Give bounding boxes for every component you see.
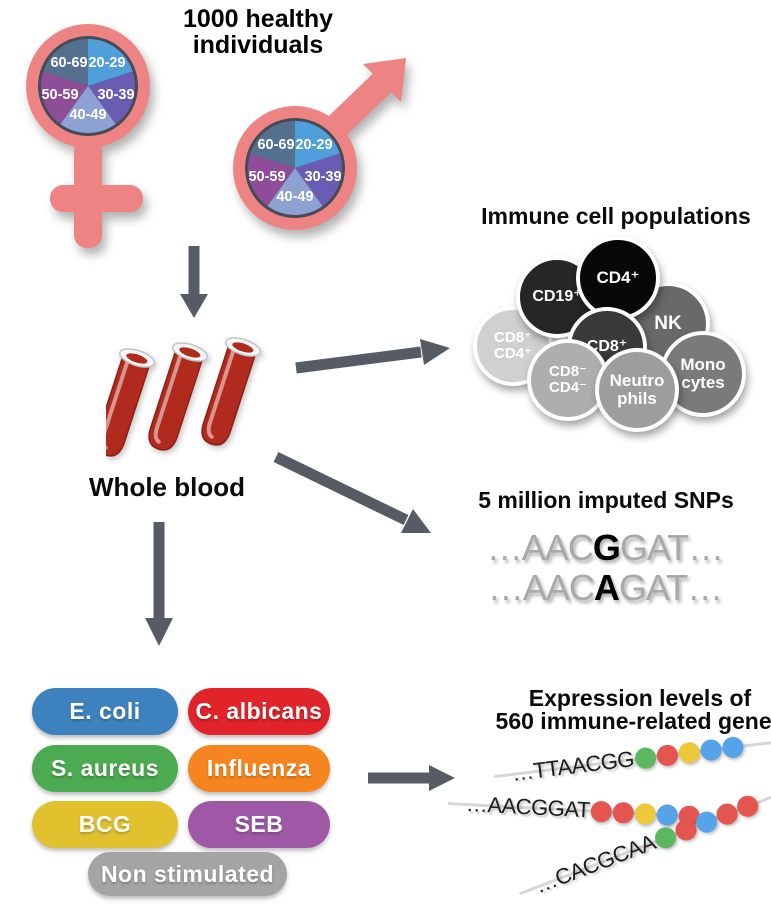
pie-slice-60-69 (250, 121, 295, 168)
female-symbol: 20-29 30-39 40-49 50-59 60-69 (26, 24, 150, 248)
age-label-60-69: 60-69 (50, 55, 87, 71)
gene-dot (634, 802, 657, 825)
gene-dot (612, 801, 635, 824)
cell-label: CD8⁻ (549, 363, 587, 381)
stimulus-label: SEB (234, 811, 284, 837)
gene-sequence: …CACGCAA (531, 829, 659, 899)
stimulus-label: Influenza (206, 755, 312, 781)
cell-label: Neutro (609, 370, 665, 390)
blood-tube (148, 342, 209, 451)
cell-label: CD8⁺ (494, 329, 532, 347)
snp-suffix: GAT… (619, 527, 724, 568)
male-symbol: 20-29 30-39 40-49 50-59 60-69 (233, 58, 406, 230)
cohort-title-line2: individuals (192, 31, 324, 59)
pie-slice-50-59 (41, 71, 88, 124)
cell-label: Mono (680, 354, 726, 374)
female-age-pie-chart: 20-29 30-39 40-49 50-59 60-69 (41, 39, 135, 133)
stimulus-pill-c-albicans: C. albicans (188, 688, 330, 735)
gene-dot (655, 743, 679, 767)
stimulus-pill-bcg: BCG (32, 801, 178, 848)
expression-title-line1: Expression levels of (528, 685, 752, 711)
stimulus-pill-e-coli: E. coli (32, 688, 178, 735)
snp-sequence-row-1: …AACGGAT… (445, 528, 765, 568)
snps-title: 5 million imputed SNPs (478, 487, 734, 513)
gene-dot (677, 740, 701, 764)
age-label-40-49: 40-49 (69, 107, 106, 123)
age-label-50-59: 50-59 (248, 169, 285, 185)
immune-cells-title: Immune cell populations (481, 203, 751, 229)
age-label-40-49: 40-49 (276, 189, 313, 205)
snp-sequence-row-2: …AACAGAT… (445, 568, 765, 608)
age-label-20-29: 20-29 (88, 55, 125, 71)
gene-dot (633, 745, 657, 770)
cell-circle-cd4: CD4⁺ (576, 236, 660, 320)
whole-blood-label: Whole blood (89, 472, 245, 502)
arrow-blood-to-cells-icon (295, 339, 450, 374)
age-label-30-39: 30-39 (304, 169, 341, 185)
gene-strand-1: …TTAACGG (494, 733, 771, 787)
blood-tubes (106, 337, 262, 457)
pie-slice-30-39 (295, 153, 342, 206)
snp-suffix: GAT… (618, 567, 723, 608)
snp-prefix: …AAC (486, 527, 594, 568)
snp-prefix: …AAC (487, 567, 595, 608)
pie-slice-20-29 (88, 39, 133, 86)
stimulus-label: E. coli (69, 698, 141, 724)
cell-label: phils (617, 389, 657, 408)
stimulus-pill-s-aureus: S. aureus (32, 745, 178, 792)
age-label-30-39: 30-39 (97, 87, 134, 103)
pie-slice-60-69 (43, 39, 88, 86)
age-label-60-69: 60-69 (257, 137, 294, 153)
cell-circle-neutrophils: Neutro phils (595, 348, 679, 432)
expression-title-line2: 560 immune-related genes (495, 708, 771, 734)
cohort-title: 1000 healthy individuals (168, 6, 348, 58)
cell-label: CD4⁺ (494, 345, 532, 362)
age-label-20-29: 20-29 (295, 137, 332, 153)
cohort-title-line1: 1000 healthy (182, 5, 334, 33)
expression-title: Expression levels of 560 immune-related … (480, 687, 771, 733)
stimulus-label: Non stimulated (100, 860, 275, 887)
arrow-blood-to-stimuli-icon (145, 522, 173, 646)
pie-slice-30-39 (88, 71, 135, 124)
pie-slice-50-59 (248, 153, 295, 206)
snp-allele: A (593, 567, 620, 608)
stimulus-label: S. aureus (50, 755, 160, 781)
cell-label: cytes (681, 373, 725, 392)
stimulus-pill-seb: SEB (188, 801, 330, 848)
cell-label: CD4⁻ (549, 379, 587, 396)
gene-dot (720, 735, 745, 759)
cell-label: NK (654, 312, 682, 334)
gene-sequence: …TTAACGG (510, 746, 636, 786)
snp-allele: G (592, 527, 621, 568)
stimulus-pill-non-stimulated: Non stimulated (88, 852, 287, 896)
stimulus-pill-influenza: Influenza (188, 745, 330, 792)
cell-label: CD4⁺ (596, 267, 640, 287)
arrow-stimuli-to-expression-icon (368, 765, 455, 791)
blood-tube (106, 348, 156, 457)
stimulus-label: C. albicans (195, 698, 323, 724)
pie-slice-40-49 (60, 86, 116, 133)
gene-dot (699, 737, 723, 762)
male-age-pie-chart: 20-29 30-39 40-49 50-59 60-69 (248, 121, 342, 215)
blood-tube (201, 337, 262, 446)
pie-slice-40-49 (267, 168, 323, 215)
gene-sequence: …AACGGAT (465, 791, 591, 823)
gene-dot (590, 800, 613, 823)
stimulus-label: BCG (78, 811, 132, 837)
age-label-50-59: 50-59 (41, 87, 78, 103)
arrow-blood-to-snps-icon (273, 452, 431, 533)
cell-label: CD19⁺ (532, 287, 582, 305)
pie-slice-20-29 (295, 121, 340, 168)
